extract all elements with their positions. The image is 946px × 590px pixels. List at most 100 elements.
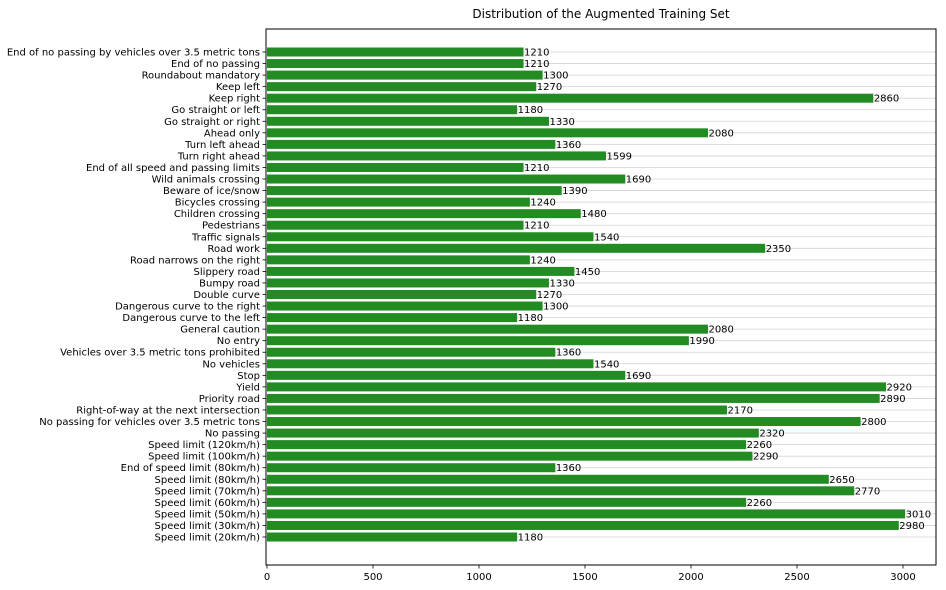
bar bbox=[267, 440, 747, 450]
category-label: Bicycles crossing bbox=[175, 198, 260, 209]
bar bbox=[267, 336, 689, 346]
bar bbox=[267, 509, 906, 519]
category-label: Beware of ice/snow bbox=[163, 186, 260, 197]
x-tick-label: 1500 bbox=[572, 572, 597, 583]
bar bbox=[267, 474, 829, 484]
bar bbox=[267, 174, 626, 184]
bar bbox=[267, 59, 524, 69]
bar bbox=[267, 186, 562, 196]
x-axis-ticks: 0 500 1000 1500 2000 2500 3000 bbox=[262, 51, 916, 583]
category-label: Turn right ahead bbox=[177, 151, 260, 162]
bar-value-label: 1270 bbox=[537, 82, 562, 93]
bar-value-label: 1360 bbox=[556, 463, 581, 474]
bar-value-label: 2860 bbox=[874, 94, 899, 105]
category-label: Roundabout mandatory bbox=[142, 71, 261, 82]
bar-value-label: 3010 bbox=[906, 509, 931, 520]
bar bbox=[267, 232, 594, 242]
bar-value-label: 1450 bbox=[575, 267, 600, 278]
category-label: Wild animals crossing bbox=[152, 175, 260, 186]
category-label: Go straight or right bbox=[164, 117, 260, 128]
bar bbox=[267, 220, 524, 230]
bar bbox=[267, 82, 537, 92]
bar bbox=[267, 139, 556, 149]
category-label: Keep right bbox=[209, 94, 260, 105]
category-label: Speed limit (50km/h) bbox=[155, 509, 261, 520]
category-label: Speed limit (20km/h) bbox=[155, 533, 261, 544]
category-label: Pedestrians bbox=[202, 221, 260, 232]
category-label: No vehicles bbox=[202, 359, 260, 370]
x-tick-label: 1000 bbox=[466, 572, 491, 583]
bar bbox=[267, 417, 861, 427]
category-label: Dangerous curve to the right bbox=[115, 302, 260, 313]
bar bbox=[267, 497, 747, 507]
bar bbox=[267, 243, 766, 253]
bar-value-label: 1210 bbox=[524, 221, 549, 232]
category-label: Speed limit (120km/h) bbox=[148, 440, 260, 451]
bar-value-label: 2260 bbox=[747, 440, 772, 451]
bar bbox=[267, 486, 855, 496]
bar-value-label: 1210 bbox=[524, 48, 549, 59]
bar-value-label: 2080 bbox=[708, 325, 733, 336]
bar bbox=[267, 278, 549, 288]
bar bbox=[267, 255, 530, 265]
bar bbox=[267, 382, 887, 392]
bar bbox=[267, 428, 759, 438]
bars bbox=[267, 47, 906, 542]
category-label: No entry bbox=[217, 336, 260, 347]
category-label: Dangerous curve to the left bbox=[122, 313, 260, 324]
category-label: No passing bbox=[205, 429, 260, 440]
bar-value-label: 1300 bbox=[543, 302, 568, 313]
bar bbox=[267, 209, 581, 219]
category-label: Road narrows on the right bbox=[130, 255, 260, 266]
x-tick-label: 500 bbox=[363, 572, 382, 583]
bar-value-label: 1360 bbox=[556, 140, 581, 151]
bar-value-label: 1210 bbox=[524, 59, 549, 70]
category-label: End of no passing bbox=[171, 59, 260, 70]
category-label: Road work bbox=[208, 244, 261, 255]
category-labels: Speed limit (20km/h)Speed limit (30km/h)… bbox=[7, 48, 260, 544]
bar bbox=[267, 116, 549, 126]
bar-value-label: 2920 bbox=[887, 382, 912, 393]
category-label: End of all speed and passing limits bbox=[86, 163, 260, 174]
bar bbox=[267, 47, 524, 57]
category-label: Keep left bbox=[216, 82, 260, 93]
bar bbox=[267, 393, 880, 403]
bar bbox=[267, 162, 524, 172]
bar bbox=[267, 128, 708, 138]
bar-value-label: 1480 bbox=[581, 209, 606, 220]
category-label: General caution bbox=[180, 325, 260, 336]
bar bbox=[267, 520, 899, 530]
bar bbox=[267, 463, 556, 473]
bar-value-label: 1210 bbox=[524, 163, 549, 174]
category-label: Right-of-way at the next intersection bbox=[76, 405, 260, 416]
bar bbox=[267, 70, 543, 80]
bar bbox=[267, 151, 606, 161]
x-tick-label: 3000 bbox=[890, 572, 915, 583]
bar-value-label: 1240 bbox=[530, 198, 555, 209]
bar bbox=[267, 93, 874, 103]
category-label: Traffic signals bbox=[191, 232, 260, 243]
category-label: End of speed limit (80km/h) bbox=[121, 463, 260, 474]
bar-value-label: 2770 bbox=[855, 486, 880, 497]
bar bbox=[267, 370, 626, 380]
bar bbox=[267, 347, 556, 357]
plot-frame bbox=[265, 28, 937, 566]
bar-value-label: 1540 bbox=[594, 359, 619, 370]
category-label: Speed limit (30km/h) bbox=[155, 521, 261, 532]
bar-value-label: 1180 bbox=[518, 313, 543, 324]
bar-value-label: 2080 bbox=[708, 128, 733, 139]
bar-value-label: 1390 bbox=[562, 186, 587, 197]
bar-value-label: 2290 bbox=[753, 452, 778, 463]
category-label: Ahead only bbox=[204, 128, 260, 139]
bar-value-label: 1240 bbox=[530, 255, 555, 266]
bar-value-label: 1270 bbox=[537, 290, 562, 301]
bar-value-label: 1180 bbox=[518, 105, 543, 116]
bar-value-label: 2350 bbox=[766, 244, 791, 255]
category-label: Yield bbox=[235, 382, 260, 393]
bar-value-label: 1990 bbox=[689, 336, 714, 347]
value-labels: 1180298030102260277026501360229022602320… bbox=[518, 48, 931, 544]
category-label: Slippery road bbox=[194, 267, 260, 278]
category-label: Double curve bbox=[193, 290, 260, 301]
bar bbox=[267, 313, 518, 323]
